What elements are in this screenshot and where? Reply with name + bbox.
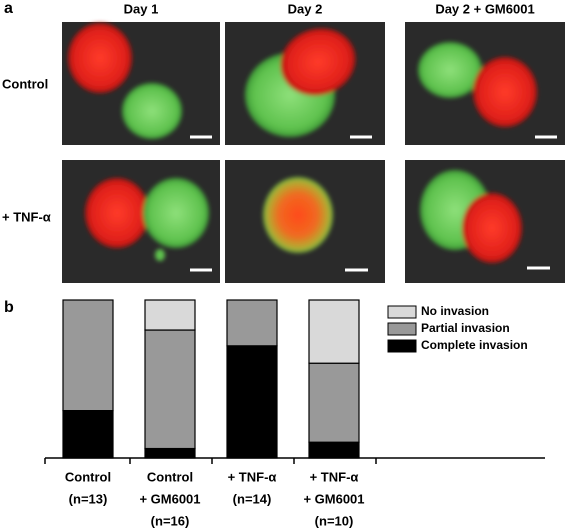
legend-swatch: [387, 339, 417, 353]
bar-segment: [144, 299, 196, 331]
panel-label: a: [4, 0, 13, 17]
x-tick-label: Control: [65, 469, 111, 484]
x-tick-label: + TNF-α: [310, 469, 359, 484]
bar-chart: [44, 457, 545, 464]
x-tick-label: + GM6001: [139, 491, 200, 506]
row-label: Control: [2, 76, 48, 91]
legend-label: No invasion: [421, 304, 489, 318]
bar-segment: [308, 362, 360, 443]
bar-segment: [226, 299, 278, 347]
x-tick-label: (n=13): [69, 491, 108, 506]
bar-segment: [62, 410, 114, 459]
micrographs: [62, 22, 565, 283]
bar-segment: [144, 329, 196, 450]
x-tick-label: (n=14): [233, 491, 272, 506]
column-header: Day 2 + GM6001: [435, 1, 534, 16]
bar-segment: [308, 441, 360, 459]
legend-label: Partial invasion: [421, 321, 510, 335]
legend-label: Complete invasion: [421, 338, 528, 352]
bar-segment: [144, 447, 196, 459]
legend-swatch: [387, 305, 417, 319]
bar-segment: [308, 299, 360, 364]
row-label: + TNF-α: [2, 209, 51, 224]
x-tick-label: (n=10): [315, 513, 354, 528]
bar-segment: [62, 299, 114, 412]
bar-segment: [226, 345, 278, 459]
x-tick-label: (n=16): [151, 513, 190, 528]
x-tick-label: + GM6001: [303, 491, 364, 506]
x-tick-label: Control: [147, 469, 193, 484]
legend-swatch: [387, 322, 417, 336]
column-header: Day 1: [124, 1, 159, 16]
x-tick-label: + TNF-α: [228, 469, 277, 484]
column-header: Day 2: [288, 1, 323, 16]
panel-label: b: [4, 299, 14, 316]
